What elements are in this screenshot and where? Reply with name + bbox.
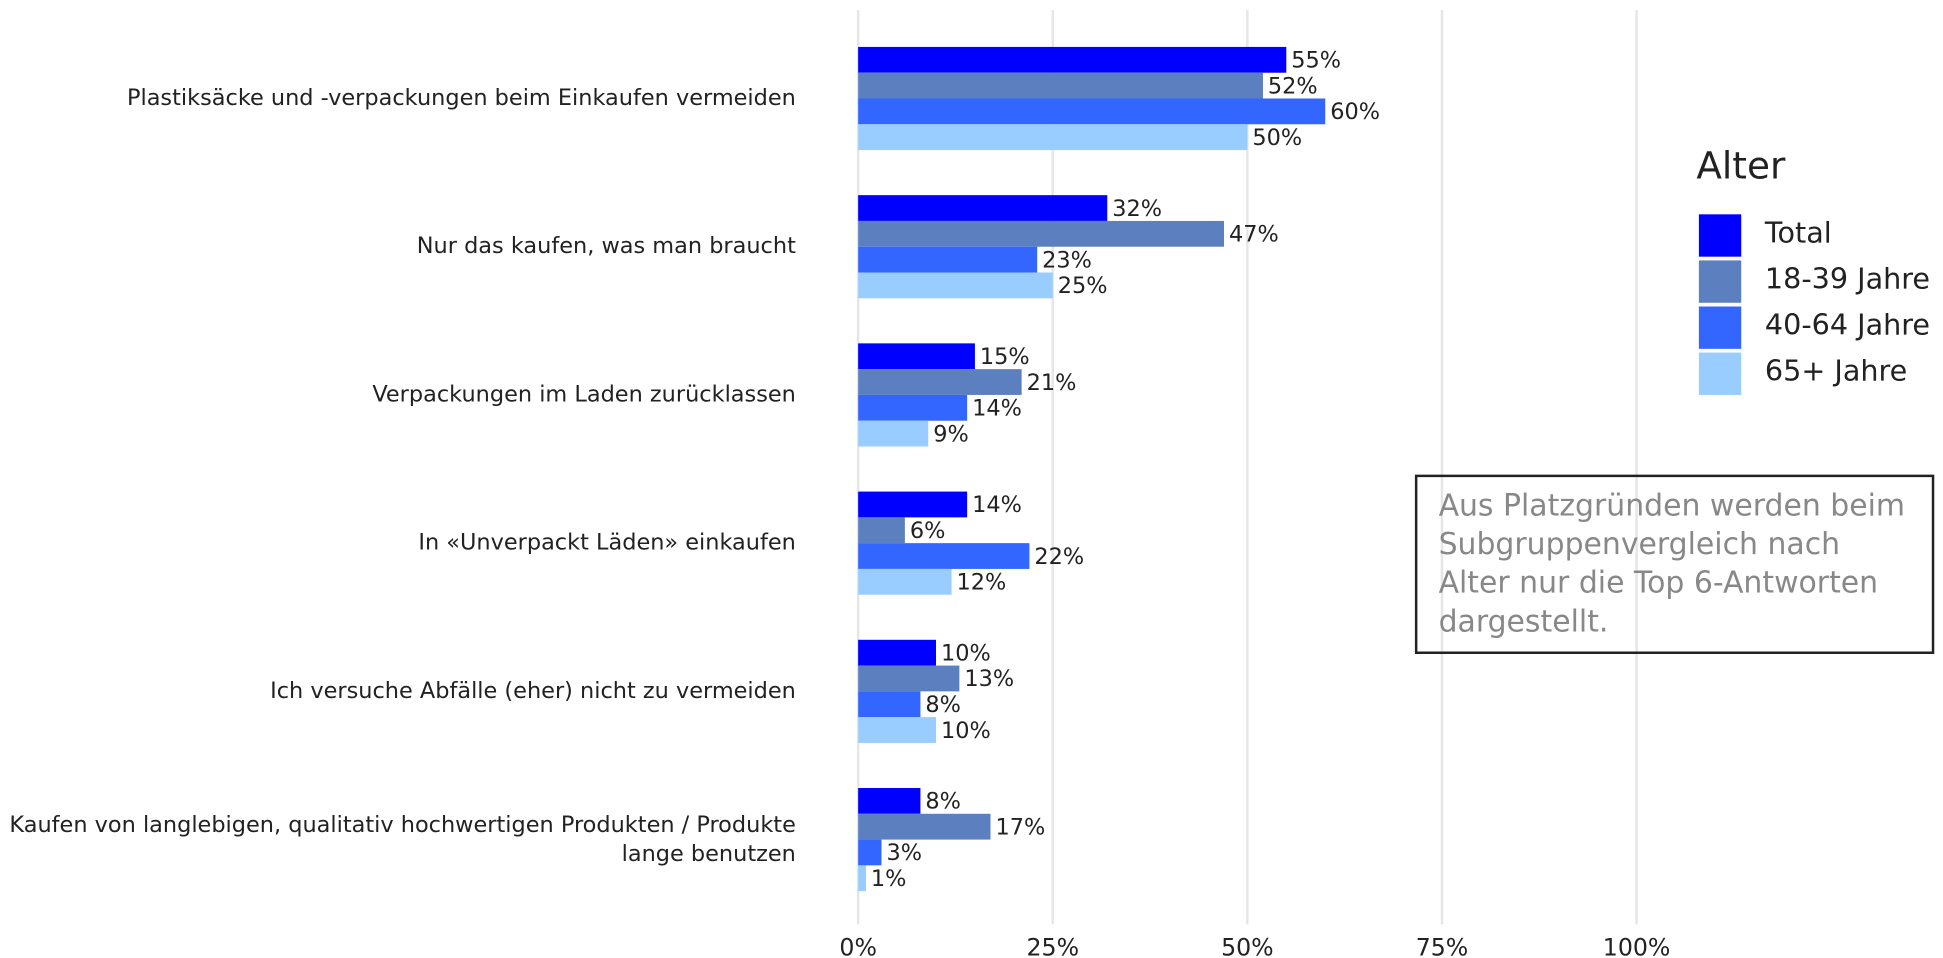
legend-swatch [1698,260,1742,303]
value-label: 8% [925,789,961,815]
bar [858,394,968,421]
value-label: 17% [995,814,1045,840]
value-label: 23% [1042,247,1092,273]
category-label: In «Unverpackt Läden» einkaufen [418,530,796,556]
bar [858,98,1326,125]
bar [858,420,929,447]
category-label: Plastiksäcke und -verpackungen beim Eink… [127,85,796,111]
value-label: 12% [957,570,1007,596]
bar [858,543,1030,569]
legend-label: 18-39 Jahre [1765,261,1930,295]
bar [858,717,937,743]
note-text: Aus Platzgründen werden beim [1439,489,1905,524]
bar [858,517,905,544]
bar [858,343,975,370]
bar [858,813,991,840]
bar [858,246,1038,273]
value-label: 60% [1330,99,1380,125]
value-label: 14% [972,396,1022,422]
value-label: 1% [871,866,907,892]
category-label: Kaufen von langlebigen, qualitativ hochw… [9,812,795,867]
bar [858,46,1287,73]
legend-swatch [1698,306,1742,349]
value-label: 50% [1252,125,1302,151]
note-text: Alter nur die Top 6-Antworten [1439,566,1879,601]
bar [858,865,866,892]
x-tick-label: 50% [1221,934,1274,958]
x-tick-label: 75% [1416,934,1469,958]
bar [858,665,960,692]
x-tick-label: 0% [839,934,877,958]
value-label: 9% [933,421,969,447]
value-label: 8% [925,692,961,718]
note-text: Subgruppenvergleich nach [1439,527,1841,562]
value-label: 10% [941,718,991,744]
bar [858,369,1022,395]
category-label: Nur das kaufen, was man braucht [417,233,796,259]
category-label: Verpackungen im Laden zurücklassen [372,381,796,407]
value-label: 22% [1034,544,1084,570]
value-label: 15% [980,344,1030,370]
value-label: 6% [910,518,946,544]
legend-title: Alter [1696,144,1786,188]
bar [858,691,921,718]
legend-label: 65+ Jahre [1765,354,1907,388]
bar [858,272,1053,299]
x-tick-label: 25% [1026,934,1079,958]
value-label: 3% [886,840,922,866]
value-label: 13% [964,666,1014,692]
legend-label: 40-64 Jahre [1765,307,1930,341]
bar [858,72,1263,99]
x-tick-label: 100% [1603,934,1671,958]
legend-swatch [1698,214,1742,257]
value-label: 55% [1291,48,1341,74]
value-label: 52% [1268,73,1318,99]
note-text: dargestellt. [1439,604,1609,639]
bar [858,639,937,666]
value-label: 10% [941,640,991,666]
value-label: 25% [1058,273,1108,299]
value-label: 14% [972,492,1022,518]
legend-label: Total [1764,215,1832,249]
bar [858,788,921,814]
bar [858,568,952,595]
category-label: Ich versuche Abfälle (eher) nicht zu ver… [270,678,796,704]
value-label: 47% [1229,222,1279,248]
bar [858,195,1108,221]
value-label: 32% [1112,196,1162,222]
note-box [1414,474,1935,654]
bar [858,491,968,518]
legend-swatch [1698,352,1742,395]
value-label: 21% [1027,370,1077,396]
bar [858,839,882,866]
bar [858,124,1248,151]
bar [858,220,1225,247]
